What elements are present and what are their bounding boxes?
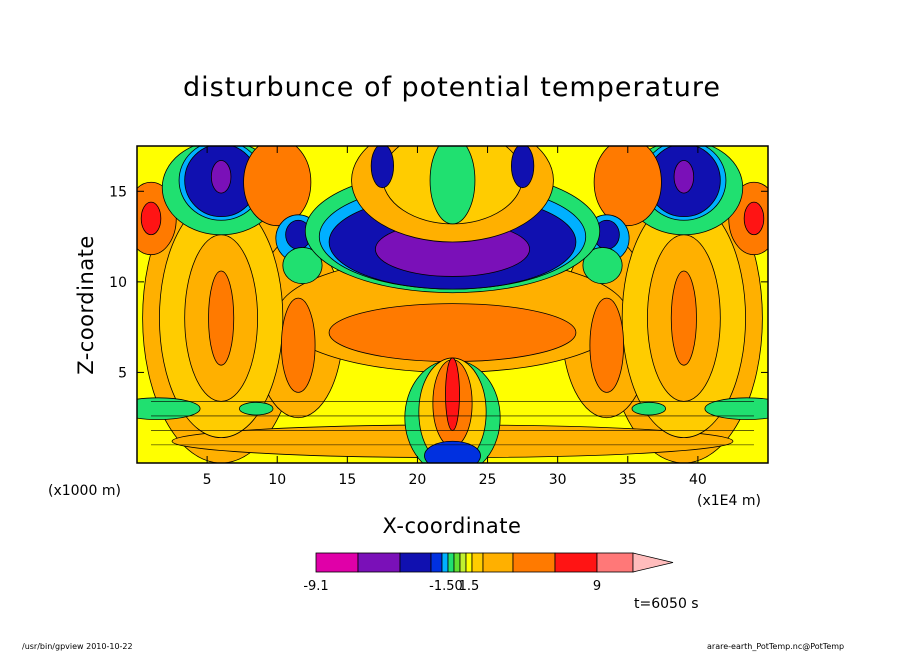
y-tick-label: 5	[118, 365, 127, 381]
contour-region-10	[208, 270, 235, 366]
contour-region-37	[582, 247, 623, 285]
x-tick-label: 40	[689, 472, 707, 488]
colorbar-swatch-5	[447, 552, 455, 573]
colorbar-swatch-12	[554, 552, 598, 573]
y-axis-label: Z-coordinate	[74, 235, 98, 375]
x-tick-label: 30	[549, 472, 567, 488]
colorbar-label: 1.5	[459, 579, 480, 594]
contour-region-13	[589, 297, 624, 393]
x-tick-label: 10	[268, 472, 286, 488]
y-axis-unit: (x1000 m)	[48, 483, 121, 499]
contour-region-18	[137, 397, 201, 420]
colorbar-swatch-3	[430, 552, 443, 573]
y-tick-label: 10	[109, 275, 127, 291]
contour-region-44	[429, 146, 476, 225]
colorbar-label: 9	[593, 579, 601, 594]
colorbar-swatch-2	[399, 552, 432, 573]
contour-region-31	[593, 146, 662, 227]
x-tick-label: 35	[619, 472, 637, 488]
x-tick-label: 25	[479, 472, 497, 488]
y-axis: 5 10 15	[109, 184, 768, 381]
contour-region-11	[670, 270, 697, 366]
contour-region-20	[238, 401, 274, 416]
contour-field	[137, 146, 768, 463]
colorbar-swatch-11	[512, 552, 556, 573]
contour-region-16	[140, 201, 162, 236]
colorbar-swatch-0	[315, 552, 359, 573]
colorbar: -9.1 -1.501.5 9	[303, 552, 674, 594]
colorbar-swatch-4	[441, 552, 449, 573]
contour-region-29	[673, 160, 695, 194]
colorbar-label: -9.1	[303, 579, 328, 594]
x-tick-label: 20	[409, 472, 427, 488]
contour-region-45	[370, 146, 395, 189]
footer-left: /usr/bin/gpview 2010-10-22	[22, 642, 133, 651]
y-tick-label: 15	[109, 184, 127, 200]
contour-region-47	[328, 303, 577, 362]
x-axis-unit: (x1E4 m)	[697, 493, 761, 509]
contour-region-28	[210, 160, 232, 194]
contour-region-30	[243, 146, 312, 227]
time-annotation: t=6050 s	[634, 596, 699, 612]
colorbar-swatch-10	[482, 552, 514, 573]
contour-region-36	[282, 247, 323, 285]
chart-title: disturbunce of potential temperature	[183, 72, 721, 103]
colorbar-swatch-13	[596, 552, 634, 573]
colorbar-swatch-8	[465, 552, 473, 573]
contour-region-46	[510, 146, 535, 189]
x-tick-label: 15	[338, 472, 356, 488]
colorbar-swatch-9	[471, 552, 484, 573]
contour-region-17	[743, 201, 765, 236]
colorbar-swatch-6	[453, 552, 461, 573]
colorbar-arrow	[632, 552, 674, 573]
plot-area	[137, 146, 768, 463]
contour-region-12	[281, 297, 316, 393]
colorbar-swatch-1	[357, 552, 401, 573]
contour-region-51	[424, 440, 481, 463]
plot-frame	[136, 145, 769, 464]
x-axis-label: X-coordinate	[382, 514, 522, 538]
contour-region-52	[445, 357, 460, 431]
footer-right: arare-earth_PotTemp.nc@PotTemp	[707, 642, 845, 651]
x-axis: 5 10 15 20 25 30 35 40	[203, 146, 707, 488]
colorbar-label: -1.50	[429, 579, 463, 594]
contour-region-19	[704, 397, 768, 420]
x-tick-label: 5	[203, 472, 212, 488]
contour-region-21	[631, 401, 667, 416]
colorbar-swatch-7	[459, 552, 467, 573]
